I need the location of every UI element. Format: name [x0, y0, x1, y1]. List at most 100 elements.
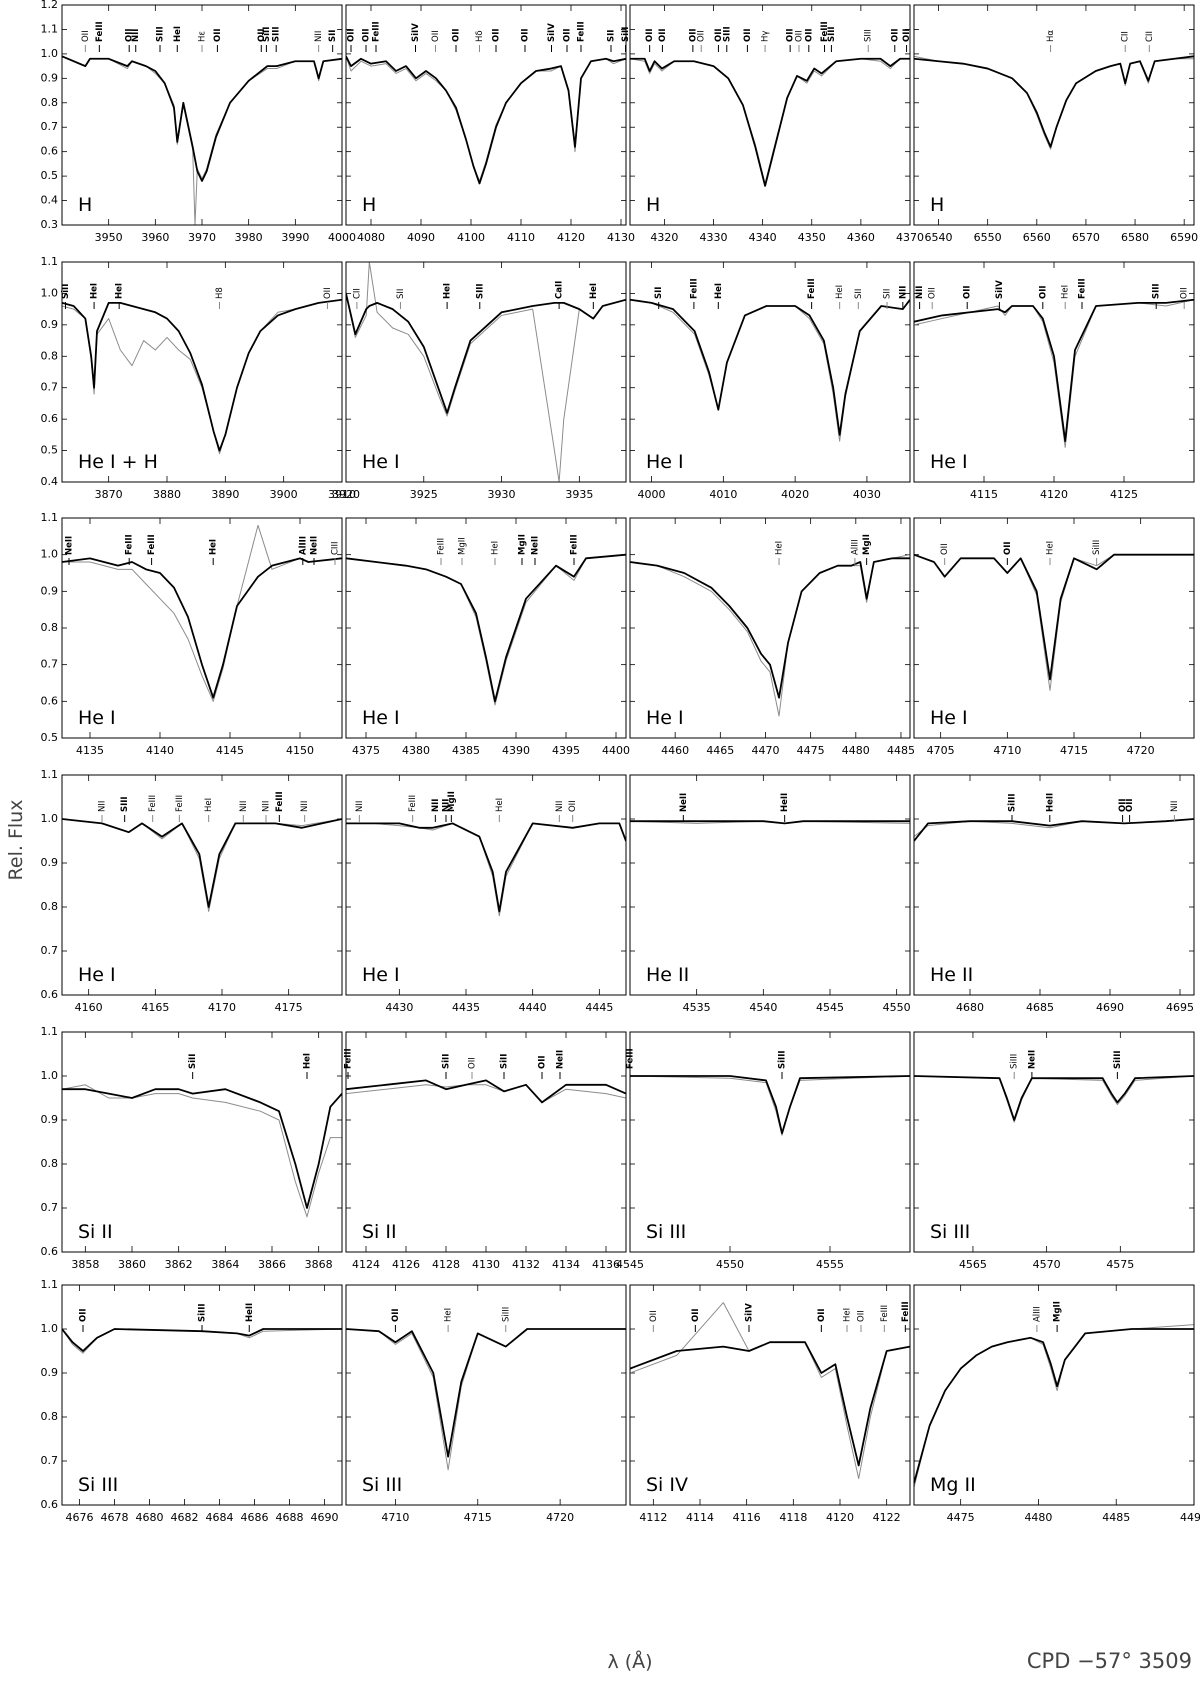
plot-area — [630, 57, 910, 187]
x-tick-label: 4400 — [602, 744, 630, 757]
x-tick-label: 4375 — [352, 744, 380, 757]
plot-area — [62, 524, 342, 702]
line-id-label: SII — [654, 287, 664, 299]
line-id-label: OII — [928, 287, 938, 299]
panel-frame — [61, 774, 343, 996]
x-axis-label: λ (Å) — [607, 1650, 652, 1673]
line-id: NII — [314, 31, 324, 42]
line-id-label: SII — [854, 289, 864, 299]
line-id-label: HeI — [775, 541, 785, 555]
x-tick-label: 4165 — [141, 1001, 169, 1014]
x-tick-label: 4380 — [402, 744, 430, 757]
line-id: SiIV — [745, 1303, 755, 1322]
plot-area — [62, 1328, 342, 1354]
x-tick-label: 4682 — [171, 1511, 199, 1524]
line-id-label: Hε — [198, 31, 208, 42]
x-tick-label: 4010 — [709, 488, 737, 501]
line-id-label: HeI — [491, 541, 501, 555]
x-tick-label: 4695 — [1166, 1001, 1194, 1014]
panel-frame — [913, 1284, 1195, 1506]
x-tick-label: 3925 — [410, 488, 438, 501]
panel: 0.6 0.7 0.8 0.9 1.0 1.1 3858 3860 3862 3864 3866 38… — [41, 1025, 343, 1271]
line-id: OII — [257, 28, 267, 42]
x-tick-label: 4114 — [686, 1511, 714, 1524]
panel-label: He I — [78, 964, 116, 986]
line-id: FeIII — [125, 534, 135, 555]
y-axis-label: Rel. Flux — [5, 800, 27, 881]
line-id-label: NII — [898, 286, 908, 299]
x-tick-label: 4710 — [381, 1511, 409, 1524]
line-id-label: OII — [1118, 798, 1128, 812]
y-tick-label: 0.8 — [41, 621, 59, 634]
line-id-label: MgII — [458, 537, 468, 555]
line-id-label: OII — [804, 28, 814, 42]
line-id: NII — [98, 801, 108, 812]
line-id: OII — [697, 30, 707, 42]
x-tick-label: 6540 — [925, 231, 953, 244]
y-tick-label: 0.6 — [41, 694, 59, 707]
line-id-label: FeIII — [275, 791, 285, 812]
model-spectrum — [62, 298, 342, 452]
x-tick-label: 4690 — [311, 1511, 339, 1524]
x-tick-label: 4545 — [616, 1258, 644, 1271]
line-id: OII — [890, 28, 900, 42]
line-id-label: FeIII — [689, 278, 699, 299]
line-id: OII — [804, 28, 814, 42]
line-id-label: SiII — [500, 1054, 510, 1069]
line-id-label: NII — [314, 31, 324, 42]
line-id-label: SII — [396, 289, 406, 299]
panel-frame — [629, 4, 911, 226]
model-spectrum — [346, 553, 626, 703]
line-id-label: SiIII — [1092, 540, 1102, 555]
observed-spectrum — [62, 55, 342, 225]
line-id-label: OII — [431, 30, 441, 42]
line-id: Hγ — [761, 31, 771, 42]
x-tick-label: 4000 — [638, 488, 666, 501]
x-tick-label: 4120 — [557, 231, 585, 244]
y-tick-label: 1.1 — [41, 768, 59, 781]
panel: 4112 4114 4116 4118 4120 4122 OII OII SiIV OII HeI… — [629, 1284, 911, 1524]
x-tick-label: 4116 — [733, 1511, 761, 1524]
line-id: NII — [262, 801, 272, 812]
plot-area — [914, 55, 1194, 150]
line-id-label: CII — [1121, 31, 1131, 42]
x-tick-label: 6550 — [974, 231, 1002, 244]
line-id: HeI — [843, 1308, 853, 1322]
panel-label: He II — [646, 964, 689, 986]
y-tick-label: 0.9 — [41, 584, 59, 597]
line-id: NeII — [679, 793, 689, 812]
model-spectrum — [630, 1075, 910, 1135]
line-id-label: FeIII — [147, 534, 157, 555]
y-tick-label: 1.0 — [41, 47, 59, 60]
line-id: FeIII — [95, 21, 105, 42]
y-tick-label: 1.1 — [41, 255, 59, 268]
line-id-label: HeI — [843, 1308, 853, 1322]
x-tick-label: 4710 — [993, 744, 1021, 757]
x-tick-label: 4575 — [1106, 1258, 1134, 1271]
plot-area — [62, 55, 342, 225]
x-tick-label: 4030 — [853, 488, 881, 501]
model-spectrum — [346, 1079, 626, 1104]
x-tick-label: 3970 — [188, 231, 216, 244]
line-id: OII — [323, 287, 333, 299]
line-id: CII — [1121, 31, 1131, 42]
line-id-label: SiII — [188, 1054, 198, 1069]
line-id: OII — [431, 30, 441, 42]
x-tick-label: 4330 — [700, 231, 728, 244]
observed-spectrum — [630, 1075, 910, 1136]
line-id-label: HeI — [444, 1308, 454, 1322]
line-id-label: OII — [1038, 285, 1048, 299]
line-id: FeIII — [689, 278, 699, 299]
line-id-label: FeIII — [344, 1048, 354, 1069]
line-id: CaII — [555, 281, 565, 299]
plot-area — [914, 553, 1194, 691]
line-id-label: OII — [1180, 287, 1190, 299]
x-tick-label: 4140 — [146, 744, 174, 757]
y-tick-label: 0.9 — [41, 1366, 59, 1379]
x-tick-label: 3935 — [565, 488, 593, 501]
x-tick-label: 4686 — [241, 1511, 269, 1524]
y-tick-label: 0.4 — [41, 475, 59, 488]
line-id: OII — [568, 800, 578, 812]
line-id-label: AlIII — [298, 536, 308, 555]
model-spectrum — [630, 298, 910, 436]
